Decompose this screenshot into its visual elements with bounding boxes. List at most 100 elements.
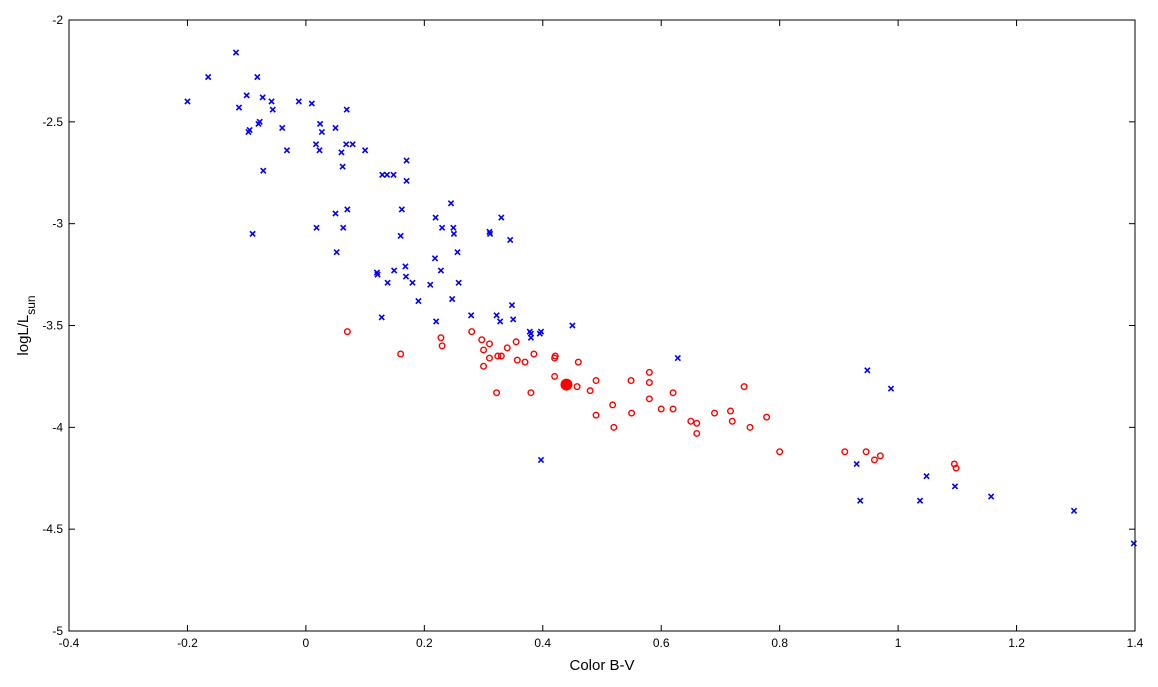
data-point-circle — [478, 336, 486, 344]
y-tick-label: -4.5 — [42, 522, 63, 536]
data-point-x — [283, 147, 291, 154]
data-point-x — [313, 224, 320, 231]
data-point-x — [402, 273, 410, 280]
data-point-x — [415, 297, 422, 305]
data-point-circle — [645, 379, 653, 387]
data-point-x — [332, 210, 339, 217]
x-tick-label: 0.6 — [653, 636, 670, 650]
data-point-x — [344, 206, 351, 213]
data-point-x — [312, 141, 320, 148]
y-axis-label: logL/Lsun — [15, 295, 38, 355]
x-tick-label: 0.8 — [771, 636, 788, 650]
y-tick-label: -5 — [52, 624, 63, 638]
data-point-x — [864, 367, 871, 374]
data-point-circle — [669, 389, 677, 397]
data-point-x — [403, 157, 410, 164]
data-point-x — [402, 263, 409, 270]
data-point-x — [235, 104, 243, 111]
data-point-x — [450, 224, 457, 231]
x-tick-label: 0.2 — [416, 636, 433, 650]
data-point-circle — [573, 383, 581, 391]
data-point-x — [383, 171, 391, 178]
data-point-x — [184, 98, 191, 105]
data-point-x — [316, 147, 323, 154]
data-point-x — [318, 128, 326, 136]
data-point-circle — [627, 376, 635, 384]
data-point-x — [454, 249, 461, 256]
data-point-x — [398, 206, 405, 213]
data-point-circle — [592, 411, 600, 419]
data-point-x — [342, 141, 350, 148]
data-point-circle — [669, 405, 677, 413]
data-point-circle — [727, 407, 735, 415]
data-point-circle — [485, 354, 493, 362]
data-point-x — [397, 232, 404, 240]
data-point-circle — [485, 340, 493, 348]
data-point-circle — [513, 356, 521, 364]
data-point-circle — [693, 429, 701, 437]
data-point-x — [332, 124, 339, 132]
data-point-x — [374, 271, 381, 278]
data-point-circle — [645, 368, 653, 376]
data-point-x — [923, 473, 930, 480]
y-axis-ticks: -5 -4.5 -4 -3.5 -3 -2.5 -2 — [42, 13, 1135, 638]
y-tick-label: -3.5 — [42, 319, 63, 333]
x-tick-label: -0.4 — [59, 636, 80, 650]
data-point-circle — [512, 338, 520, 346]
data-point-x — [384, 279, 391, 286]
data-point-x — [496, 318, 504, 325]
data-point-x — [467, 312, 475, 319]
data-point-x — [508, 301, 516, 309]
data-point-circle — [493, 389, 501, 397]
data-point-circle — [728, 417, 736, 425]
data-point-x — [449, 295, 456, 303]
data-point-x — [243, 92, 250, 99]
data-point-x — [916, 497, 924, 504]
data-point-circle — [521, 358, 529, 366]
data-point-x — [433, 318, 440, 325]
data-point-x — [450, 230, 458, 238]
data-point-x — [432, 214, 439, 221]
data-point-x — [887, 385, 895, 392]
data-point-circle — [657, 405, 665, 413]
data-point-x — [339, 163, 346, 170]
data-point-circle — [740, 383, 748, 391]
data-point-x — [259, 94, 266, 101]
x-tick-label: -0.2 — [177, 636, 198, 650]
data-point-circle — [397, 350, 405, 358]
x-tick-label: 1.2 — [1008, 636, 1025, 650]
data-point-circle — [746, 423, 754, 431]
x-tick-label: 1 — [895, 636, 902, 650]
data-point-x — [361, 147, 369, 154]
data-point-x — [853, 460, 860, 468]
data-point-circle — [841, 448, 849, 456]
y-tick-label: -2.5 — [42, 115, 63, 129]
data-point-x — [569, 322, 576, 329]
data-point-x — [316, 120, 324, 128]
data-point-circle — [494, 352, 502, 360]
data-point-circle — [530, 350, 538, 358]
data-point-circle — [693, 419, 701, 427]
y-axis-label-main: logL/L — [15, 315, 32, 356]
data-point-circle — [527, 389, 535, 397]
data-point-x — [427, 281, 434, 288]
data-point-x — [857, 497, 864, 504]
data-point-circle — [687, 417, 695, 425]
data-point-x — [349, 141, 356, 148]
data-point-x — [343, 106, 350, 113]
x-axis-label: Color B-V — [569, 657, 634, 674]
y-tick-label: -4 — [52, 420, 63, 434]
data-point-x — [256, 118, 263, 125]
data-point-circle — [952, 464, 960, 472]
data-point-x — [205, 73, 212, 81]
data-point-x — [295, 98, 302, 105]
data-point-x — [447, 200, 455, 207]
data-point-circle — [480, 362, 488, 370]
data-marks — [184, 49, 1137, 547]
data-point-x — [987, 493, 995, 500]
data-point-x — [409, 279, 416, 286]
data-point-x — [338, 149, 345, 156]
data-point-x — [527, 330, 535, 337]
data-point-circle — [468, 328, 476, 336]
